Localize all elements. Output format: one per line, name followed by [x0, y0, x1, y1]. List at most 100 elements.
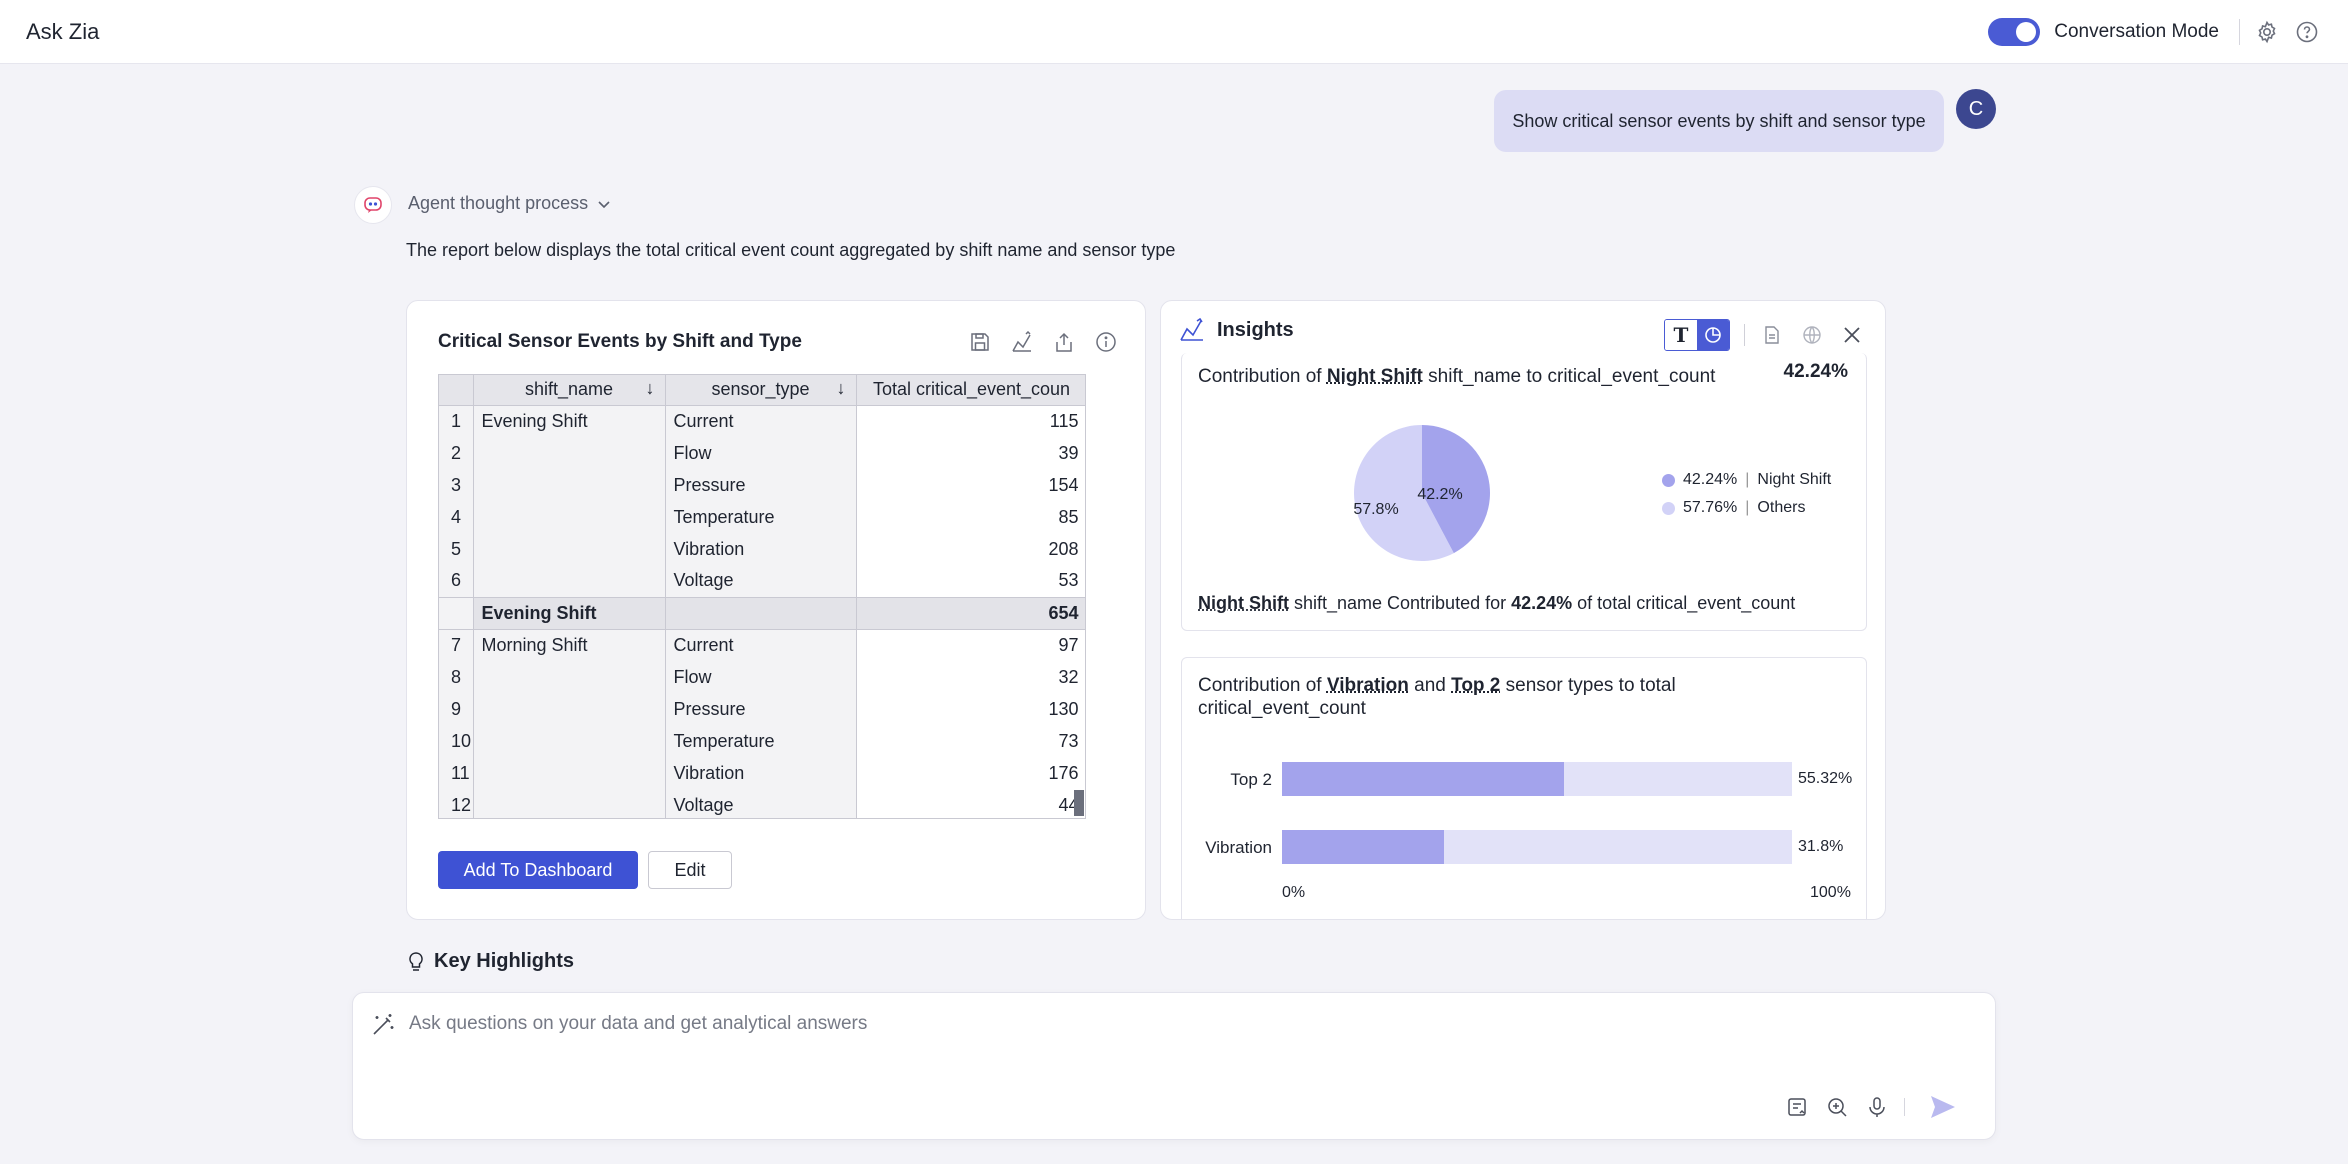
cell-value: 53 [856, 565, 1085, 597]
ask-box [352, 992, 1996, 1140]
row-number: 2 [439, 437, 474, 469]
insights-chart-icon [1180, 317, 1203, 341]
table-row[interactable]: 11 Vibration 176 [439, 757, 1085, 789]
insight-panel-bar: Contribution of Vibration and Top 2 sens… [1181, 657, 1867, 919]
bar-top-2[interactable] [1282, 762, 1565, 796]
save-icon[interactable] [967, 329, 993, 355]
sort-down-icon[interactable]: ↓ [836, 378, 846, 398]
microphone-icon[interactable] [1864, 1094, 1890, 1120]
header-divider [2239, 19, 2240, 45]
cell-shift-name [473, 661, 666, 693]
bar-track [1282, 830, 1792, 864]
add-to-dashboard-button[interactable]: Add To Dashboard [438, 851, 638, 889]
column-header-sensor-type[interactable]: sensor_type ↓ [665, 375, 857, 406]
table-row[interactable]: 2 Flow 39 [439, 437, 1085, 469]
info-icon[interactable] [1093, 329, 1119, 355]
bar-vibration[interactable] [1282, 830, 1445, 864]
zoom-in-icon[interactable] [1824, 1094, 1850, 1120]
document-icon[interactable] [1759, 322, 1785, 348]
key-highlights-heading[interactable]: Key Highlights [406, 950, 574, 973]
user-message-bubble: Show critical sensor events by shift and… [1494, 90, 1944, 152]
text-view-button[interactable]: T [1665, 320, 1697, 350]
insight-highlight-term[interactable]: Night Shift [1326, 366, 1423, 387]
table-row[interactable]: 8 Flow 32 [439, 661, 1085, 693]
column-header-shift-name[interactable]: shift_name ↓ [473, 375, 666, 406]
insights-card: Insights T Contribution of Night Shift s… [1160, 300, 1886, 920]
lightbulb-icon [409, 951, 423, 971]
cell-shift-name [473, 469, 666, 501]
help-icon[interactable] [2294, 19, 2320, 45]
gear-icon[interactable] [2254, 19, 2280, 45]
table-row[interactable]: 6 Voltage 53 [439, 565, 1085, 597]
user-avatar: C [1956, 89, 1996, 129]
table-row[interactable]: 12 Voltage 44 [439, 789, 1085, 818]
pie-slice-night-shift[interactable] [1422, 425, 1490, 554]
ask-input[interactable] [409, 1007, 1909, 1041]
pie-slice-others[interactable] [1354, 425, 1454, 561]
table-header-row: shift_name ↓ sensor_type ↓ Total critical_… [439, 375, 1085, 406]
cell-shift-name [473, 533, 666, 565]
notes-icon[interactable] [1784, 1094, 1810, 1120]
bar-category-label: Vibration [1205, 838, 1272, 857]
toggle-knob [2016, 22, 2037, 42]
cell-sensor-type: Pressure [665, 693, 857, 725]
sort-down-icon[interactable]: ↓ [645, 378, 655, 398]
conversation-mode-toggle[interactable] [1988, 18, 2041, 46]
app-title: Ask Zia [26, 18, 100, 44]
cell-value: 97 [856, 629, 1085, 661]
send-icon[interactable] [1927, 1091, 1959, 1123]
column-header-total[interactable]: Total critical_event_coun [856, 375, 1085, 406]
column-resize-handle[interactable] [1074, 790, 1084, 816]
axis-max-label: 100% [1810, 884, 1851, 901]
table-row[interactable]: 4 Temperature 85 [439, 501, 1085, 533]
insight-title-text: shift_name to critical_event_count [1422, 366, 1716, 387]
table-row[interactable]: 9 Pressure 130 [439, 693, 1085, 725]
insight-title-text: Contribution of [1198, 675, 1327, 696]
legend-item-others[interactable]: 57.76% | Others [1662, 499, 1805, 517]
share-icon[interactable] [1051, 329, 1077, 355]
pie-chart-icon [1705, 327, 1721, 343]
table-row[interactable]: 3 Pressure 154 [439, 469, 1085, 501]
table-row[interactable]: 7 Morning Shift Current 97 [439, 629, 1085, 661]
edit-button[interactable]: Edit [648, 851, 732, 889]
cell-sensor-type: Pressure [665, 469, 857, 501]
legend-item-night-shift[interactable]: 42.24% | Night Shift [1662, 471, 1831, 489]
row-number: 6 [439, 565, 474, 597]
subtotal-row[interactable]: Evening Shift 654 [439, 596, 1085, 630]
cell-value: 44 [856, 789, 1085, 818]
insight-highlight-term[interactable]: Top 2 [1451, 675, 1501, 696]
cell-sensor-type: Temperature [665, 501, 857, 533]
insight-title-text: sensor types to total [1500, 675, 1676, 696]
insights-chart-icon[interactable] [1009, 329, 1035, 355]
insight-highlight-term[interactable]: Night Shift [1198, 593, 1289, 613]
insight-title: Contribution of Night Shift shift_name t… [1198, 365, 1715, 388]
cell-shift-name [473, 437, 666, 469]
row-number: 1 [439, 405, 474, 437]
report-toolbar [967, 329, 1119, 355]
chart-view-button[interactable] [1697, 320, 1729, 350]
close-icon[interactable] [1839, 322, 1865, 348]
cell-value: 208 [856, 533, 1085, 565]
globe-icon[interactable] [1799, 322, 1825, 348]
agent-description: The report below displays the total crit… [406, 240, 1176, 260]
table-row[interactable]: 1 Evening Shift Current 115 [439, 405, 1085, 437]
cell-shift-name [473, 501, 666, 533]
bar-track [1282, 762, 1792, 796]
cell-value: 32 [856, 661, 1085, 693]
row-number: 10 [439, 725, 474, 757]
cell-shift-name: Morning Shift [473, 629, 666, 661]
cell-value: 154 [856, 469, 1085, 501]
insight-highlight-term[interactable]: Vibration [1326, 675, 1409, 696]
insight-title: Contribution of Vibration and Top 2 sens… [1198, 674, 1676, 720]
toolbar-divider [1744, 324, 1745, 346]
bar-value-label: 31.8% [1798, 838, 1844, 855]
table-row[interactable]: 10 Temperature 73 [439, 725, 1085, 757]
table-row[interactable]: 5 Vibration 208 [439, 533, 1085, 565]
cell-sensor-type: Temperature [665, 725, 857, 757]
row-number: 11 [439, 757, 474, 789]
insight-title-text: and [1408, 675, 1452, 696]
row-number: 4 [439, 501, 474, 533]
agent-thought-toggle[interactable]: Agent thought process [408, 193, 612, 214]
key-highlights-label: Key Highlights [434, 950, 575, 972]
cell-shift-name [473, 693, 666, 725]
